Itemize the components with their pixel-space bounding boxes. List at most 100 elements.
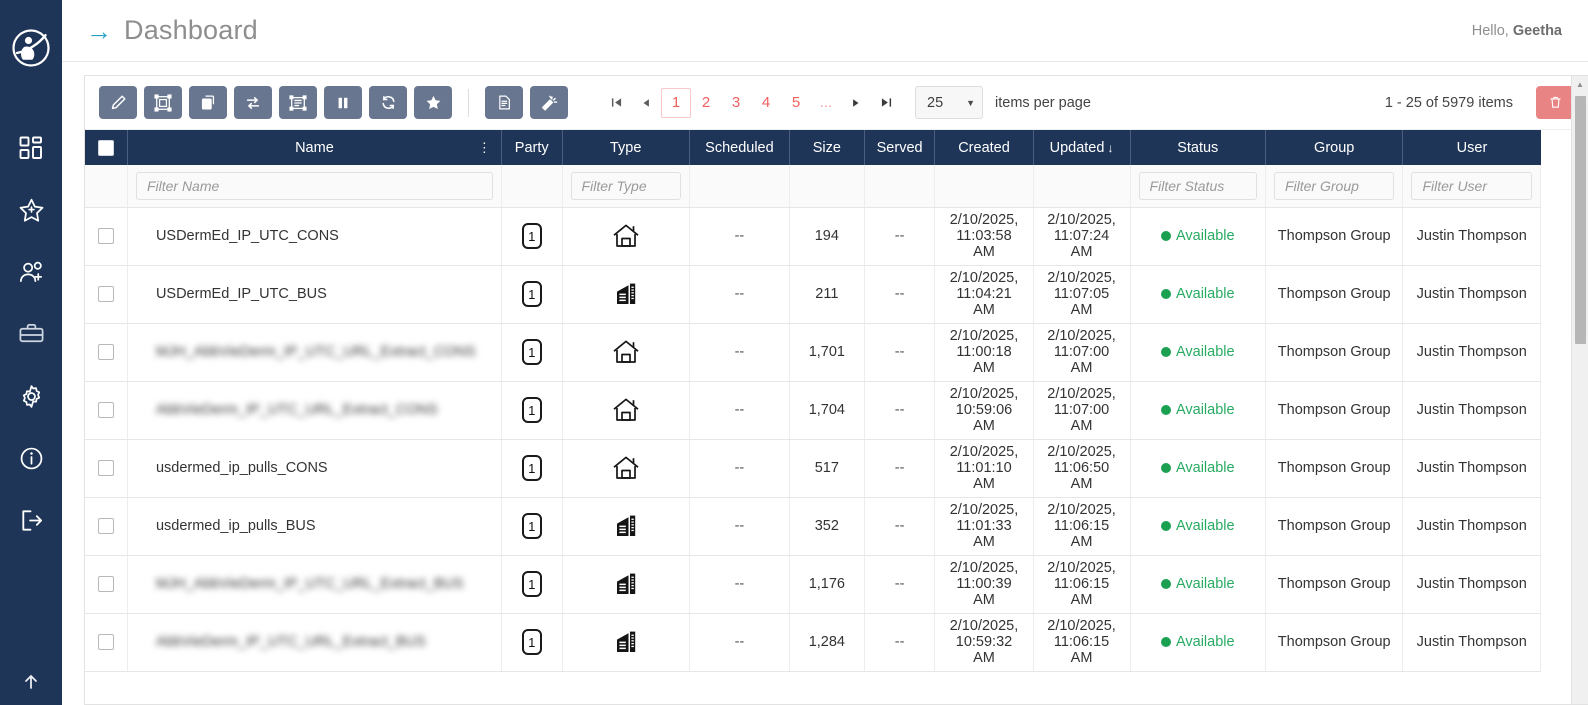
col-header-select-all[interactable] [85,130,128,165]
cell-select[interactable] [85,497,128,556]
toolbar-divider [468,88,469,117]
col-header-name[interactable]: Name ⋮ [127,130,502,165]
sidebar-item-add-user[interactable] [9,250,53,294]
move-button[interactable] [279,86,317,119]
grid-panel: 1 2 3 4 5 ... 25 [84,75,1588,705]
col-header-scheduled[interactable]: Scheduled [689,130,790,165]
cell-type [562,497,690,556]
next-page-button[interactable] [841,89,871,117]
col-header-size[interactable]: Size [789,130,865,165]
cell-select[interactable] [85,555,128,614]
sidebar-item-logout[interactable] [9,498,53,542]
row-checkbox[interactable] [97,286,114,303]
col-header-group[interactable]: Group [1265,130,1404,165]
delete-button[interactable] [1536,86,1574,119]
magic-wand-button[interactable] [530,86,568,119]
arrow-right-icon: → [86,15,112,46]
table-row[interactable]: MJH_AbbVieDerm_IP_UTC_URL_Extract_CONS 1 -… [85,323,1541,382]
cell-name: MJH_AbbVieDerm_IP_UTC_URL_Extract_CONS [127,323,502,382]
cell-type [562,265,690,324]
col-header-created[interactable]: Created [934,130,1034,165]
cell-group: Thompson Group [1265,207,1404,266]
row-checkbox[interactable] [97,402,114,419]
page-button-5[interactable]: 5 [791,94,801,111]
row-checkbox[interactable] [97,344,114,361]
table-row[interactable]: usdermed_ip_pulls_CONS 1 -- 517 -- 2/10/2025,… [85,439,1541,498]
page-button-2[interactable]: 2 [701,94,711,111]
sidebar-item-settings[interactable] [9,374,53,418]
table-row[interactable]: usdermed_ip_pulls_BUS 1 -- 352 -- 2/10/2025, 1… [85,497,1541,556]
cell-select[interactable] [85,207,128,266]
cell-created: 2/10/2025, 11:04:21 AM [934,265,1034,324]
cell-served: -- [864,497,936,556]
page-size-select[interactable]: 25 ▼ [915,86,983,119]
cell-updated: 2/10/2025, 11:06:15 AM [1033,613,1131,672]
house-icon [569,454,683,482]
sidebar-item-favorites[interactable] [9,188,53,232]
col-header-type[interactable]: Type [562,130,690,165]
status-badge: Available [1175,518,1235,534]
header-row: Name ⋮ Party Type Scheduled Size Served … [85,130,1541,165]
page-button-3[interactable]: 3 [731,94,741,111]
column-menu-icon[interactable]: ⋮ [477,139,491,155]
cell-select[interactable] [85,613,128,672]
cell-select[interactable] [85,439,128,498]
scrollbar-thumb[interactable] [1575,96,1586,344]
vertical-scrollbar[interactable]: ▲ [1571,76,1588,704]
col-header-updated[interactable]: Updated ↓ [1033,130,1131,165]
favorite-button[interactable] [414,86,452,119]
filter-user-input[interactable] [1411,171,1532,200]
table-row[interactable]: USDermEd_IP_UTC_CONS 1 -- 194 -- 2/10/2025, 11… [85,207,1541,266]
cell-select[interactable] [85,381,128,440]
table-row[interactable]: AbbVieDerm_IP_UTC_URL_Extract_BUS 1 -- 1,28… [85,613,1541,672]
cell-user: Justin Thompson [1402,613,1541,672]
row-checkbox[interactable] [97,228,114,245]
select-all-checkbox[interactable] [97,139,114,156]
scroll-up-icon[interactable]: ▲ [1576,80,1584,89]
row-checkbox[interactable] [97,634,114,651]
sidebar-item-jobs[interactable] [9,312,53,356]
sidebar [0,0,62,705]
filter-status-input[interactable] [1138,171,1257,200]
page-ellipsis[interactable]: ... [819,94,833,111]
export-pdf-button[interactable] [485,86,523,119]
col-header-status[interactable]: Status [1130,130,1266,165]
copy-button[interactable] [189,86,227,119]
edit-button[interactable] [99,86,137,119]
cell-name-text-redacted: MJH_AbbVieDerm_IP_UTC_URL_Extract_CONS [155,344,476,360]
sidebar-item-collapse[interactable] [9,659,53,703]
sidebar-item-info[interactable] [9,436,53,480]
status-dot-icon [1160,231,1171,241]
status-dot-icon [1160,405,1171,415]
filter-group-input[interactable] [1273,171,1395,200]
col-header-served[interactable]: Served [864,130,936,165]
cell-updated: 2/10/2025, 11:07:00 AM [1033,323,1131,382]
row-checkbox[interactable] [97,518,114,535]
cell-select[interactable] [85,323,128,382]
col-header-party[interactable]: Party [501,130,563,165]
refresh-button[interactable] [369,86,407,119]
cell-size: 1,701 [789,323,865,382]
party-badge: 1 [521,629,542,655]
row-checkbox[interactable] [97,576,114,593]
cell-name-text: USDermEd_IP_UTC_BUS [155,286,327,302]
select-button[interactable] [144,86,182,119]
cell-select[interactable] [85,265,128,324]
table-head: Name ⋮ Party Type Scheduled Size Served … [85,130,1541,165]
page-button-1[interactable]: 1 [661,87,691,118]
first-page-button[interactable] [601,89,631,117]
prev-page-button[interactable] [631,89,661,117]
row-checkbox[interactable] [97,460,114,477]
col-header-user[interactable]: User [1402,130,1541,165]
filter-name-input[interactable] [135,171,493,200]
table-row[interactable]: MJH_AbbVieDerm_IP_UTC_URL_Extract_BUS 1 --… [85,555,1541,614]
table-row[interactable]: AbbVieDerm_IP_UTC_URL_Extract_CONS 1 -- 1,7… [85,381,1541,440]
exchange-button[interactable] [234,86,272,119]
page-button-4[interactable]: 4 [761,94,771,111]
filter-type-input[interactable] [570,171,681,200]
last-page-button[interactable] [871,89,901,117]
sidebar-item-dashboard[interactable] [9,126,53,170]
pause-button[interactable] [324,86,362,119]
app-logo-icon[interactable] [9,26,53,70]
table-row[interactable]: USDermEd_IP_UTC_BUS 1 -- 211 -- 2/10/2025, 11:… [85,265,1541,324]
